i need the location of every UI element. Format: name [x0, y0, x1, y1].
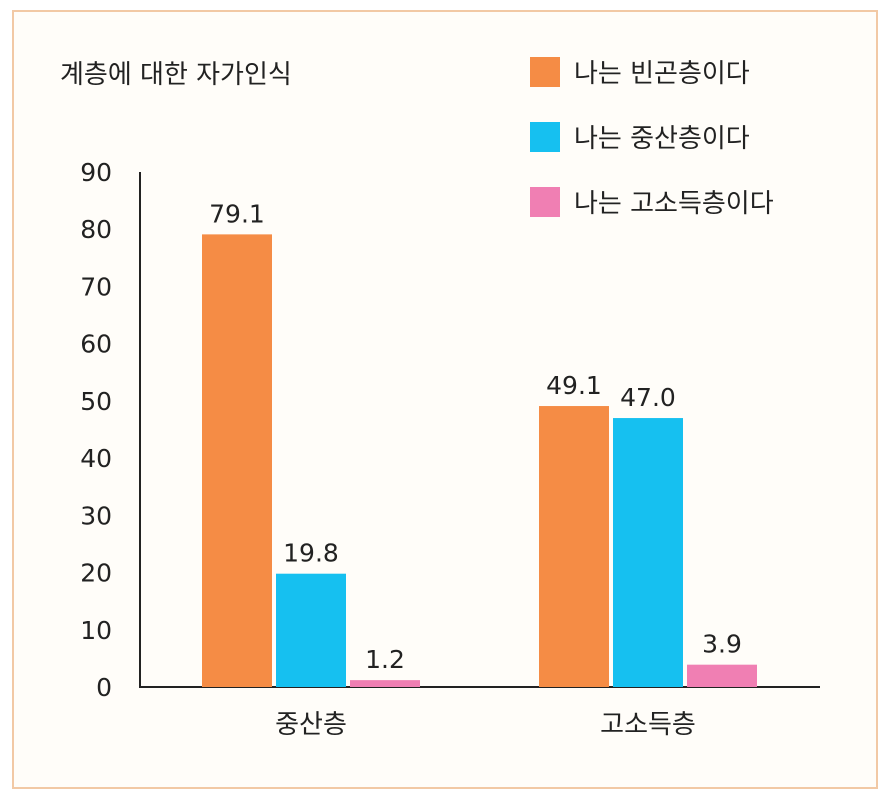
- y-tick-label: 50: [80, 387, 112, 416]
- bar: [202, 234, 272, 687]
- bar: [613, 418, 683, 687]
- data-label: 1.2: [365, 645, 405, 674]
- chart-frame: [12, 10, 878, 789]
- legend-swatch: [530, 122, 560, 152]
- data-label: 47.0: [620, 383, 676, 412]
- y-tick-label: 20: [80, 559, 112, 588]
- y-tick-label: 10: [80, 616, 112, 645]
- data-label: 79.1: [209, 199, 265, 228]
- bar: [276, 573, 346, 687]
- bars: 79.1 19.8 1.2 중산층 49.1 47.0 3.9 고소득층: [202, 199, 757, 740]
- legend-swatch: [530, 57, 560, 87]
- x-tick-label: 고소득층: [600, 710, 696, 740]
- y-tick-label: 30: [80, 501, 112, 530]
- legend-swatch: [530, 187, 560, 217]
- bar: [350, 680, 420, 687]
- y-tick-label: 70: [80, 272, 112, 301]
- y-tick-label: 40: [80, 444, 112, 473]
- y-tick-label: 90: [80, 158, 112, 187]
- legend-label: 나는 빈곤층이다: [574, 59, 750, 89]
- axes: 0 10 20 30 40 50 60 70 80 90: [80, 158, 820, 702]
- y-tick-label: 0: [96, 673, 112, 702]
- chart-title: 계층에 대한 자가인식: [60, 60, 292, 90]
- data-label: 49.1: [546, 371, 602, 400]
- y-tick-label: 60: [80, 330, 112, 359]
- y-tick-label: 80: [80, 215, 112, 244]
- x-tick-label: 중산층: [275, 710, 347, 740]
- bar: [687, 664, 757, 687]
- legend-label: 나는 중산층이다: [574, 124, 750, 154]
- data-label: 3.9: [702, 630, 742, 659]
- bar: [539, 406, 609, 687]
- legend-label: 나는 고소득층이다: [574, 189, 774, 219]
- data-label: 19.8: [283, 539, 339, 568]
